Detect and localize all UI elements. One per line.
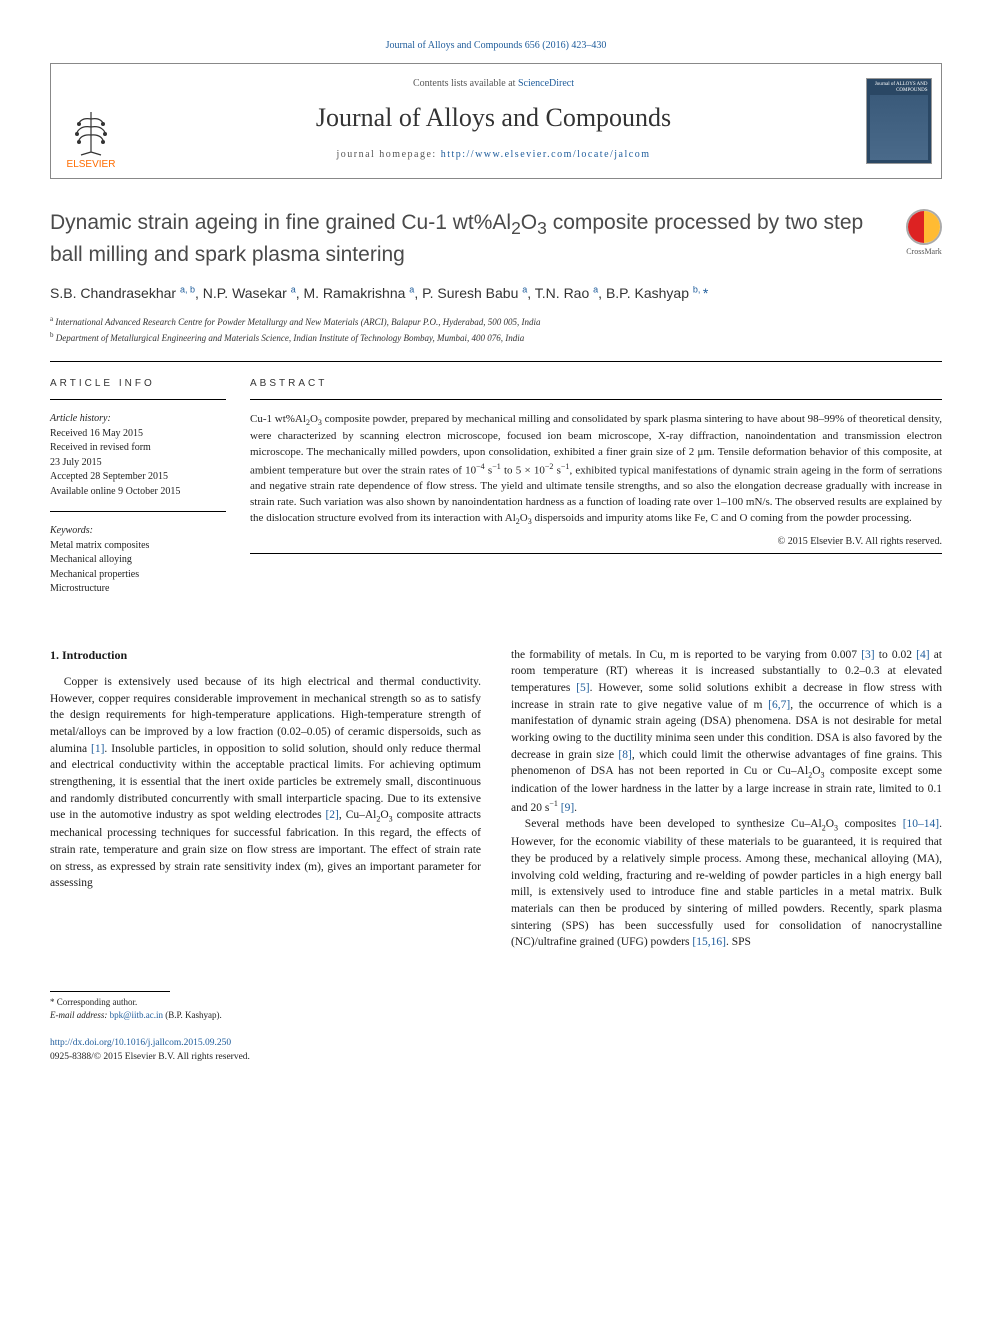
crossmark-badge[interactable]: CrossMark [906, 209, 942, 256]
sciencedirect-link[interactable]: ScienceDirect [518, 78, 574, 89]
crossmark-label: CrossMark [906, 247, 942, 256]
journal-cover-thumbnail: Journal of ALLOYS AND COMPOUNDS [866, 78, 932, 164]
publisher-logo-block: ELSEVIER [51, 64, 131, 178]
corresponding-author-note: * Corresponding author. E-mail address: … [50, 996, 942, 1021]
publisher-name: ELSEVIER [67, 159, 116, 170]
authors-line: S.B. Chandrasekhar a, b, N.P. Wasekar a,… [50, 283, 942, 304]
article-history: Article history: Received 16 May 2015 Re… [50, 412, 226, 499]
elsevier-tree-icon [66, 107, 116, 157]
journal-homepage-link[interactable]: http://www.elsevier.com/locate/jalcom [441, 149, 651, 160]
journal-homepage-line: journal homepage: http://www.elsevier.co… [141, 149, 846, 160]
article-info-label: ARTICLE INFO [50, 378, 226, 389]
keywords-block: Keywords: Metal matrix composites Mechan… [50, 524, 226, 597]
doi-block: http://dx.doi.org/10.1016/j.jallcom.2015… [50, 1037, 942, 1064]
abstract-text: Cu-1 wt%Al2O3 composite powder, prepared… [250, 412, 942, 528]
top-citation: Journal of Alloys and Compounds 656 (201… [50, 40, 942, 51]
contents-available-line: Contents lists available at ScienceDirec… [141, 78, 846, 89]
body-para-2: the formability of metals. In Cu, m is r… [511, 647, 942, 817]
journal-header: ELSEVIER Contents lists available at Sci… [50, 63, 942, 179]
abstract-label: ABSTRACT [250, 378, 942, 389]
body-para-3: Several methods have been developed to s… [511, 816, 942, 951]
article-title: Dynamic strain ageing in fine grained Cu… [50, 209, 886, 269]
doi-link[interactable]: http://dx.doi.org/10.1016/j.jallcom.2015… [50, 1038, 231, 1048]
issn-copyright: 0925-8388/© 2015 Elsevier B.V. All right… [50, 1052, 250, 1062]
section-heading-intro: 1. Introduction [50, 647, 481, 664]
body-para-1: Copper is extensively used because of it… [50, 674, 481, 892]
author-email-link[interactable]: bpk@iitb.ac.in [110, 1010, 163, 1020]
crossmark-icon [906, 209, 942, 245]
journal-name: Journal of Alloys and Compounds [141, 103, 846, 133]
abstract-copyright: © 2015 Elsevier B.V. All rights reserved… [250, 536, 942, 547]
affiliations: a International Advanced Research Centre… [50, 314, 942, 345]
body-columns: 1. Introduction Copper is extensively us… [50, 647, 942, 951]
